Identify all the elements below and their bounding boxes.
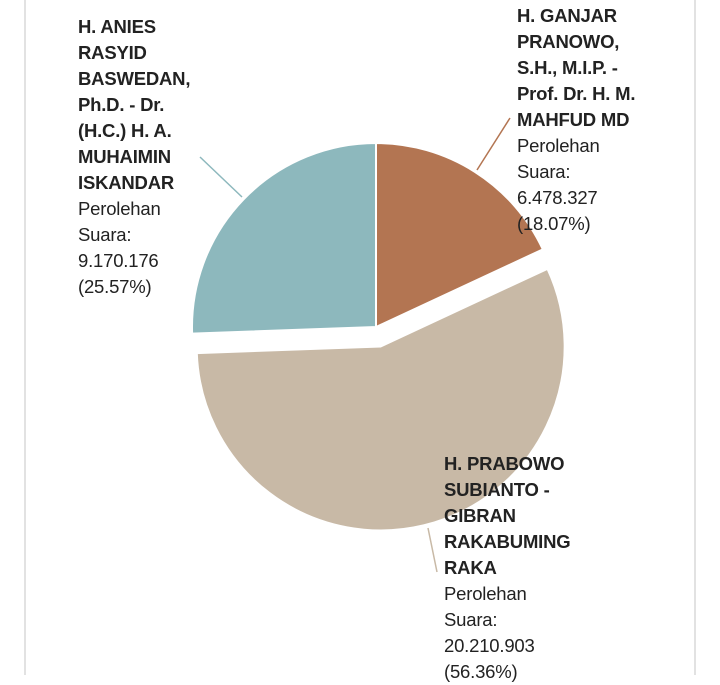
- slice-label: H. GANJAR PRANOWO, S.H., M.I.P. - Prof. …: [517, 3, 657, 237]
- pie-slice: [375, 141, 545, 329]
- leader-line: [199, 156, 243, 198]
- pie-slice: [195, 267, 566, 532]
- percentage-label: (56.36%): [444, 661, 518, 682]
- value-prefix: Perolehan Suara:: [517, 135, 600, 182]
- percentage-label: (18.07%): [517, 213, 591, 234]
- slice-label: H. PRABOWO SUBIANTO - GIBRAN RAKABUMING …: [444, 451, 584, 685]
- value-label: 6.478.327: [517, 187, 598, 208]
- pie-slice: [191, 141, 377, 335]
- percentage-label: (25.57%): [78, 276, 152, 297]
- leader-line: [427, 527, 438, 573]
- value-label: 20.210.903: [444, 635, 535, 656]
- value-prefix: Perolehan Suara:: [78, 198, 161, 245]
- leader-line: [476, 117, 511, 171]
- value-label: 9.170.176: [78, 250, 159, 271]
- category-name: H. ANIES RASYID BASWEDAN, Ph.D. - Dr. (H…: [78, 16, 191, 193]
- slice-label: H. ANIES RASYID BASWEDAN, Ph.D. - Dr. (H…: [78, 14, 213, 300]
- value-prefix: Perolehan Suara:: [444, 583, 527, 630]
- category-name: H. GANJAR PRANOWO, S.H., M.I.P. - Prof. …: [517, 5, 636, 130]
- category-name: H. PRABOWO SUBIANTO - GIBRAN RAKABUMING …: [444, 453, 571, 578]
